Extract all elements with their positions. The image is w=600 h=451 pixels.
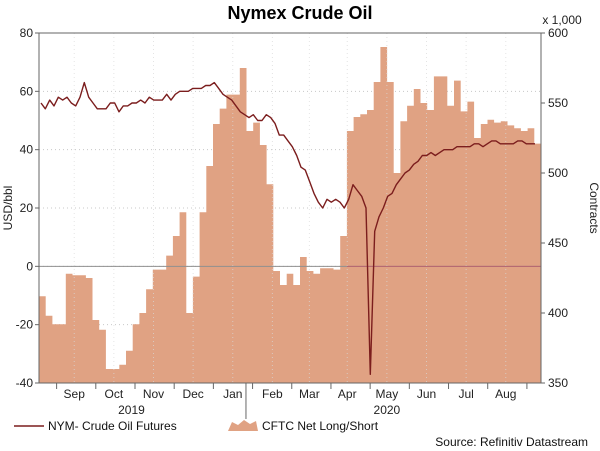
year-label: 2019 [118,403,145,417]
right-axis-multiplier: x 1,000 [542,13,582,27]
right-tick-label: 600 [548,26,568,40]
left-tick-label: 0 [26,259,33,273]
month-label: Aug [495,387,516,401]
left-tick-label: 60 [20,84,34,98]
left-axis-label: USD/bbl [1,186,15,231]
futures-line [40,81,535,375]
year-label: 2020 [374,403,401,417]
month-label: Sep [64,387,86,401]
month-label: Oct [105,387,124,401]
left-tick-label: 80 [20,26,34,40]
source-note: Source: Refinitiv Datastream [435,435,588,449]
right-tick-label: 450 [548,236,568,250]
right-tick-label: 550 [548,96,568,110]
month-label: Jun [417,387,436,401]
legend-area-swatch [228,420,258,431]
legend-label-futures: NYM- Crude Oil Futures [48,419,177,433]
plot-layer [39,32,541,384]
month-label: Jul [458,387,473,401]
month-label: Mar [299,387,320,401]
cftc-area [39,47,541,383]
month-label: Jan [223,387,242,401]
right-tick-label: 400 [548,306,568,320]
right-tick-label: 500 [548,166,568,180]
chart-title: Nymex Crude Oil [227,3,372,23]
left-tick-label: -20 [16,318,34,332]
month-label: May [376,387,399,401]
month-label: Feb [262,387,283,401]
month-label: Apr [338,387,357,401]
legend: NYM- Crude Oil Futures CFTC Net Long/Sho… [14,419,379,433]
right-tick-label: 350 [548,376,568,390]
left-tick-label: 40 [20,143,34,157]
legend-label-cftc: CFTC Net Long/Short [262,419,379,433]
axis-layer: -40 -20 0 20 40 60 80 350 400 450 500 550 600 Sep Oct N… [16,26,568,419]
right-axis-label: Contracts [587,182,600,233]
left-tick-label: -40 [16,376,34,390]
left-tick-label: 20 [20,201,34,215]
month-label: Nov [143,387,164,401]
month-label: Dec [182,387,203,401]
